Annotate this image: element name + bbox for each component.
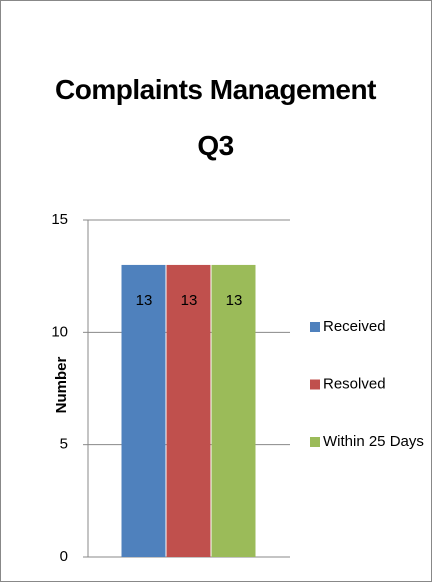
legend-swatch bbox=[310, 379, 320, 390]
legend-swatch bbox=[310, 437, 320, 447]
y-tick-label: 5 bbox=[60, 436, 68, 453]
legend-label: Within 25 Days bbox=[323, 433, 424, 450]
bar bbox=[211, 264, 256, 557]
legend-label: Received bbox=[323, 318, 386, 335]
data-label: 13 bbox=[136, 292, 153, 309]
data-label: 13 bbox=[181, 292, 198, 309]
bar bbox=[166, 264, 211, 557]
y-tick-label: 0 bbox=[60, 548, 68, 565]
y-tick-label: 10 bbox=[51, 323, 68, 340]
chart-title: Complaints Management Q3 bbox=[55, 74, 376, 161]
legend-swatch bbox=[310, 322, 320, 332]
y-tick-label: 15 bbox=[51, 211, 68, 228]
legend-label: Resolved bbox=[323, 375, 386, 392]
data-label: 13 bbox=[226, 292, 243, 309]
y-axis-label: Number bbox=[53, 357, 70, 414]
bar bbox=[121, 264, 166, 557]
